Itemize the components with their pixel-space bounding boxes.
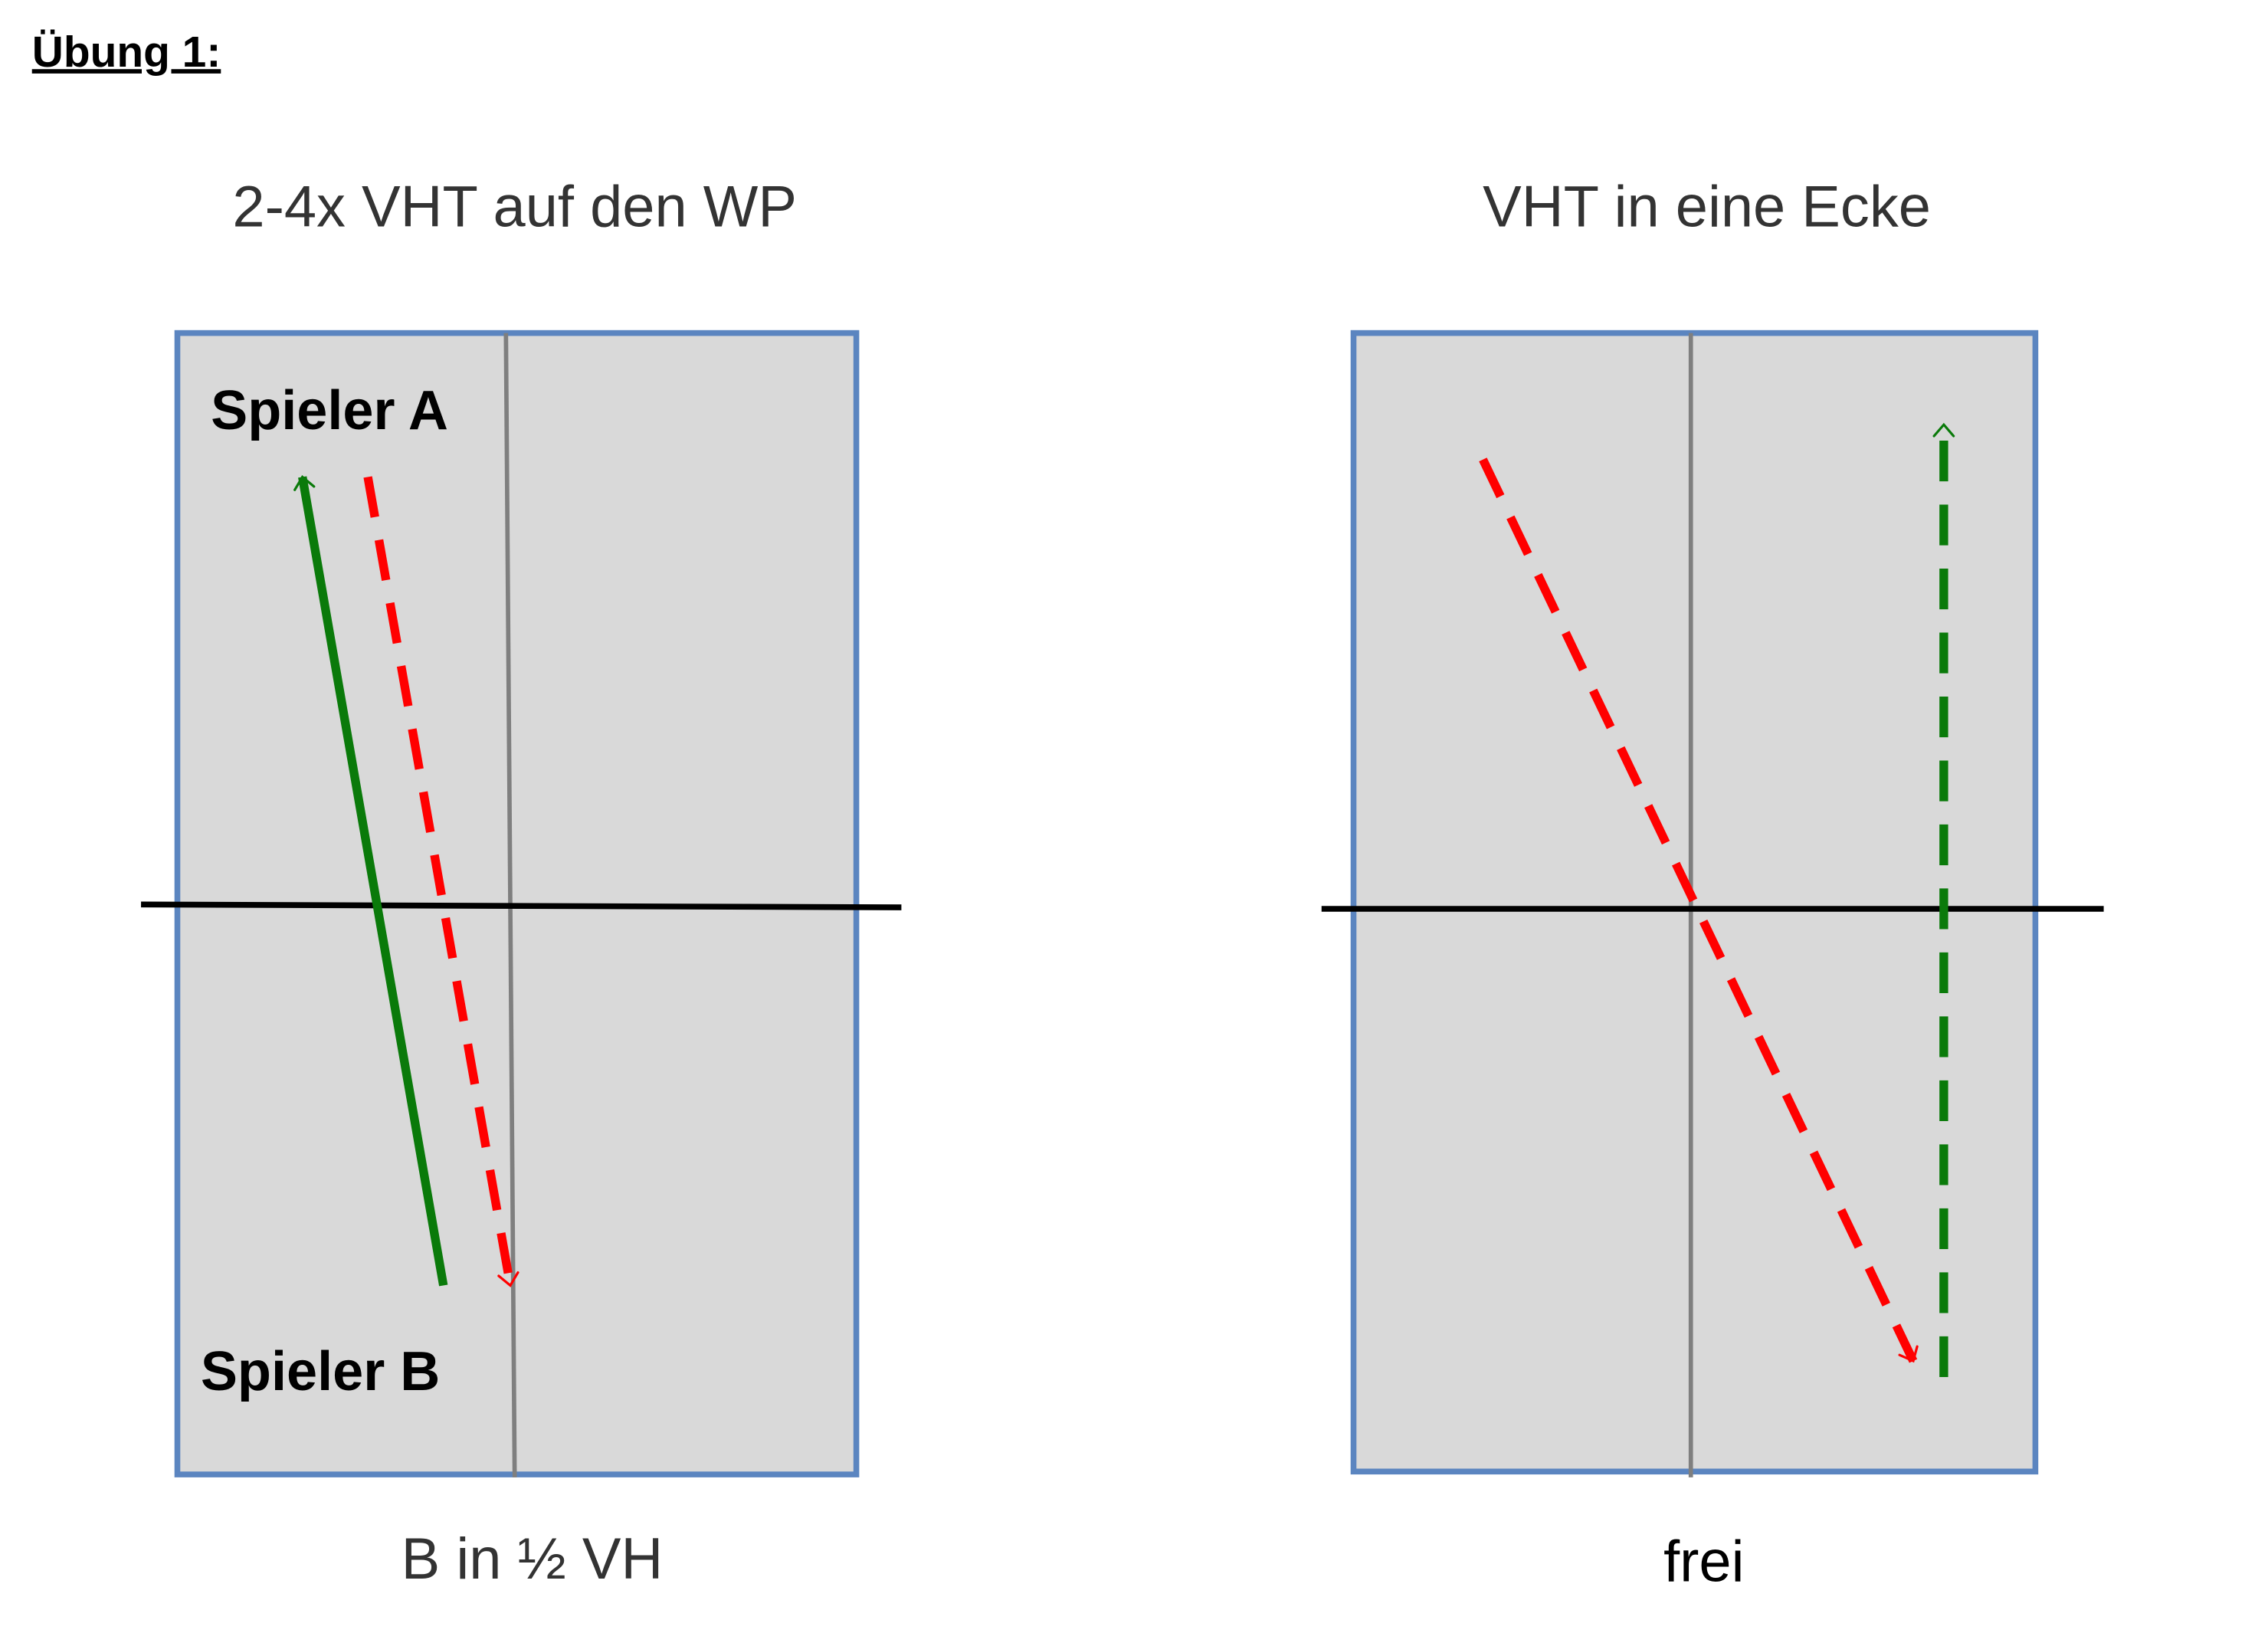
panel-heading: VHT in eine Ecke bbox=[1483, 174, 1931, 239]
player-label: Spieler A bbox=[211, 380, 448, 441]
panel-caption: frei bbox=[1663, 1530, 1744, 1595]
arrow-green bbox=[293, 475, 448, 1287]
panel-caption: B in ½ VH bbox=[401, 1526, 664, 1592]
table bbox=[1350, 330, 2039, 1475]
panel-heading: 2-4x VHT auf den WP bbox=[232, 174, 797, 239]
player-label: Spieler B bbox=[201, 1341, 441, 1402]
title: Übung 1: bbox=[32, 28, 221, 77]
arrow-red bbox=[1479, 457, 1919, 1363]
arrow-red bbox=[363, 476, 519, 1287]
net bbox=[141, 901, 902, 910]
